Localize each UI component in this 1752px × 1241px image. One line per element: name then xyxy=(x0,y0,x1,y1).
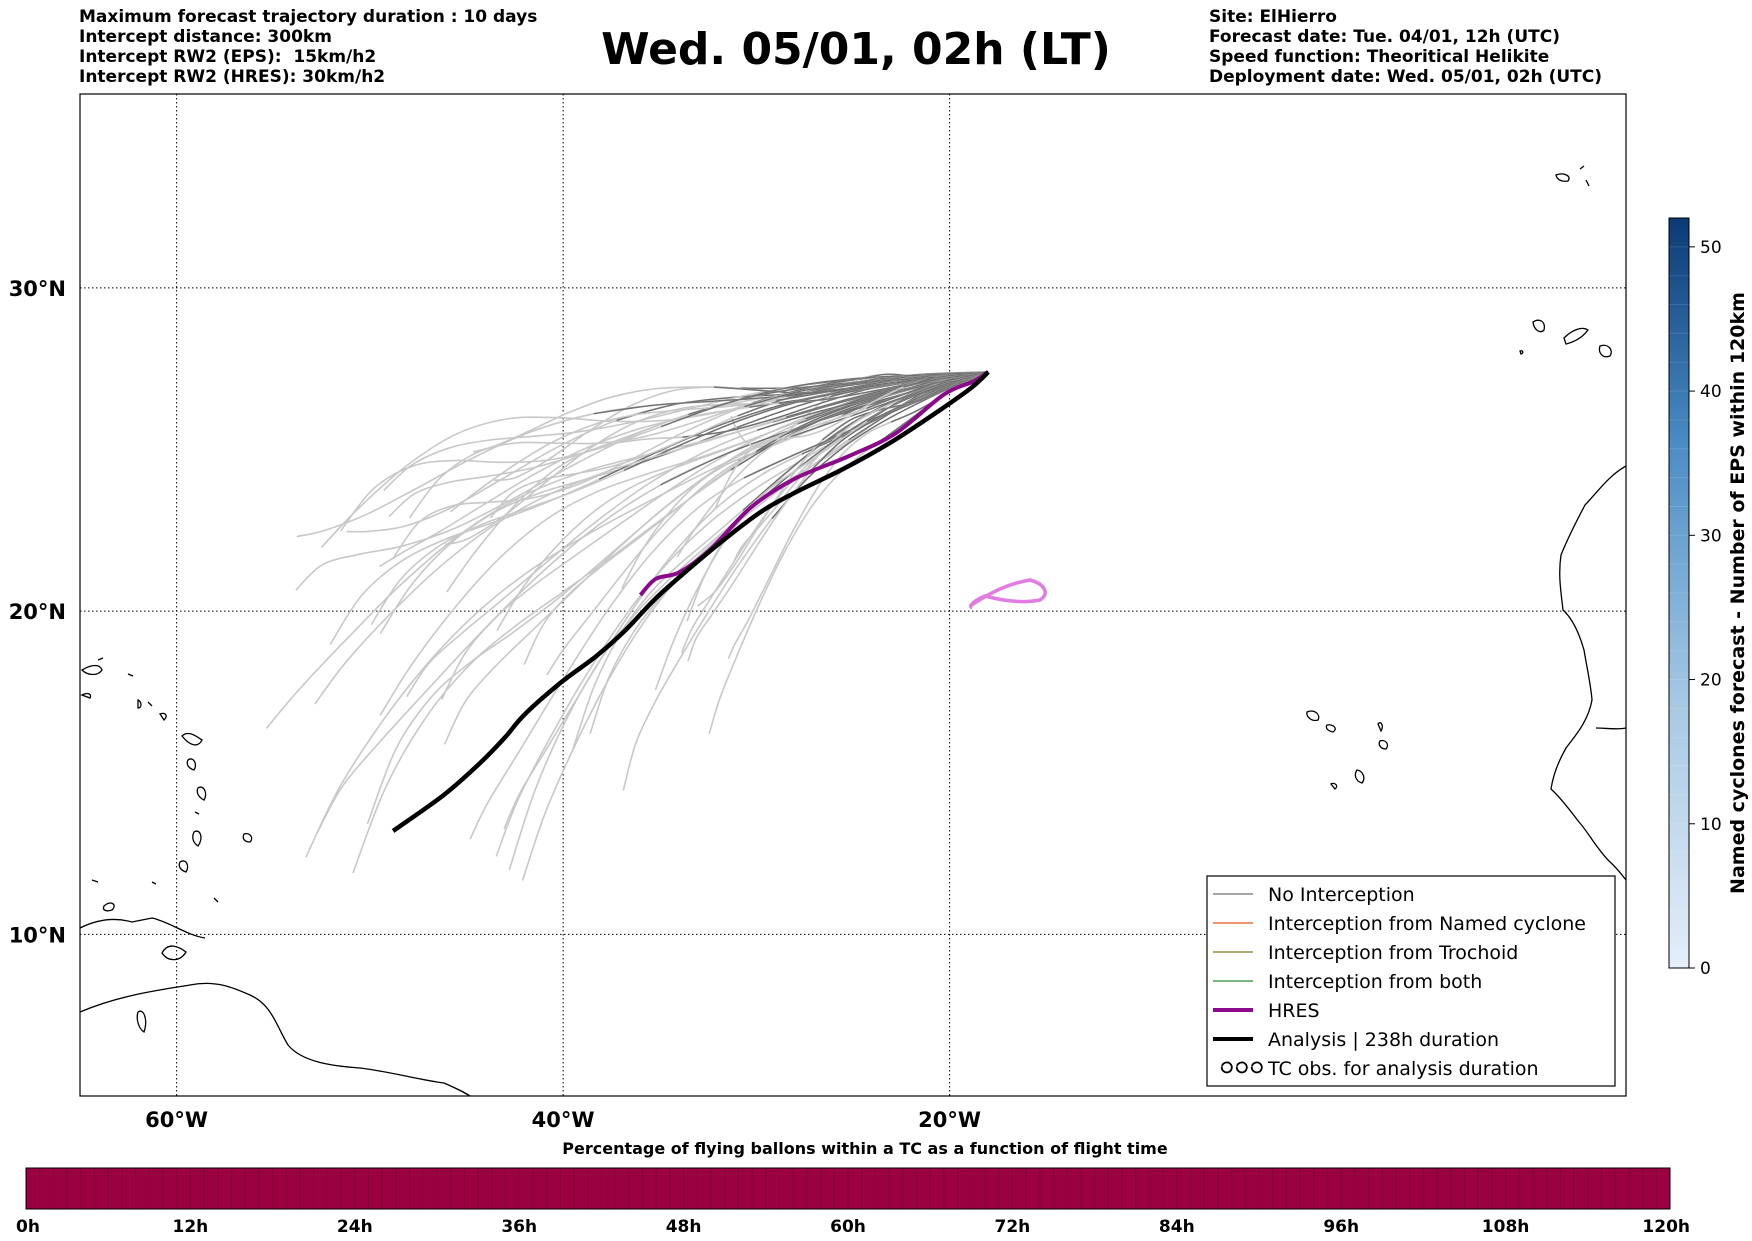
colorbar-right-gradient xyxy=(1668,217,1690,969)
colorbar-bottom-tick-label: 0h xyxy=(16,1217,40,1237)
legend-item-label: Interception from both xyxy=(1268,971,1482,993)
lat-tick-label: 30°N xyxy=(9,277,66,301)
colorbar-right-tick-label: 0 xyxy=(1700,959,1711,979)
colorbar-bottom-tick-label: 60h xyxy=(830,1217,866,1237)
legend-item-label: TC obs. for analysis duration xyxy=(1267,1058,1539,1080)
legend-item: Interception from both xyxy=(1213,971,1482,993)
colorbar-bottom-tick-label: 12h xyxy=(173,1217,209,1237)
legend-item-label: Analysis | 238h duration xyxy=(1268,1029,1499,1051)
legend-item-label: HRES xyxy=(1268,1000,1320,1022)
main-trajectories xyxy=(391,370,990,833)
page-title: Wed. 05/01, 02h (LT) xyxy=(601,24,1111,75)
legend-item: No Interception xyxy=(1213,884,1415,906)
header-info-left: Maximum forecast trajectory duration : 1… xyxy=(79,7,537,87)
lon-tick-label: 60°W xyxy=(145,1108,208,1132)
colorbar-bottom: Percentage of flying ballons within a TC… xyxy=(16,1139,1690,1237)
colorbar-bottom-ticks: 0h 12h 24h 36h 48h 60h 72h 84h 96h 108h 120h xyxy=(16,1168,1690,1237)
colorbar-right-tick-label: 10 xyxy=(1700,815,1722,835)
coastlines xyxy=(80,165,1626,1096)
colorbar-bottom-tick-label: 96h xyxy=(1323,1217,1359,1237)
colorbar-bottom-tick-label: 120h xyxy=(1642,1217,1690,1237)
legend-item: Analysis | 238h duration xyxy=(1213,1029,1499,1051)
legend-item: TC obs. for analysis duration xyxy=(1220,1058,1539,1080)
legend-item-label: No Interception xyxy=(1268,884,1415,906)
legend-item: Interception from Trochoid xyxy=(1213,942,1518,964)
legend-items: No Interception Interception from Named c… xyxy=(1213,884,1586,1080)
header-line-deployment-date: Deployment date: Wed. 05/01, 02h (UTC) xyxy=(1209,67,1603,87)
eps-track-dark xyxy=(660,371,989,428)
coastline-west-africa xyxy=(1550,465,1626,881)
hres-late-loop xyxy=(969,578,1047,610)
colorbar-bottom-tick-label: 36h xyxy=(501,1217,537,1237)
header-line-max-duration: Maximum forecast trajectory duration : 1… xyxy=(79,7,538,27)
coastline-south-america xyxy=(80,982,472,1096)
colorbar-right-tick-label: 30 xyxy=(1700,526,1722,546)
coastline-canary-islands xyxy=(1519,319,1612,358)
hres-late-track xyxy=(969,578,1047,610)
colorbar-right-label: Named cyclones forecast - Number of EPS … xyxy=(1727,292,1749,894)
header-info-right: Site: ElHierro Forecast date: Tue. 04/01… xyxy=(1209,7,1602,87)
hres-track xyxy=(638,370,990,597)
colorbar-right-tick-label: 50 xyxy=(1700,238,1722,258)
tc-symbol-icon xyxy=(1250,1061,1263,1074)
legend-box xyxy=(1206,875,1616,1087)
analysis-track xyxy=(391,370,990,833)
coastline-madeira xyxy=(1555,165,1590,187)
map-tick-labels: 60°W 40°W 20°W 30°N 20°N 10°N xyxy=(9,277,981,1132)
header-line-speed-function: Speed function: Theoritical Helikite xyxy=(1209,47,1550,67)
lat-tick-label: 20°N xyxy=(9,600,66,624)
colorbar-bottom-tick-label: 24h xyxy=(337,1217,373,1237)
colorbar-bottom-bar xyxy=(25,1167,1671,1210)
colorbar-right-tick-label: 20 xyxy=(1700,671,1722,691)
lon-tick-label: 20°W xyxy=(918,1108,981,1132)
colorbar-bottom-tick-label: 48h xyxy=(666,1217,702,1237)
lat-tick-label: 10°N xyxy=(9,923,66,947)
colorbar-bottom-tick-label: 84h xyxy=(1159,1217,1195,1237)
colorbar-right-tick-label: 40 xyxy=(1700,382,1722,402)
colorbar-right: 0 10 20 30 40 50 Named cyclones forecast - Nu… xyxy=(1668,217,1749,979)
tc-symbol-icon xyxy=(1235,1061,1248,1074)
header-line-rw2-hres: Intercept RW2 (HRES): 30km/h2 xyxy=(79,67,386,87)
tc-symbol-icon xyxy=(1220,1061,1233,1074)
coastline-venezuela-north xyxy=(80,917,206,939)
coastline-cape-verde-islands xyxy=(1306,710,1389,790)
legend: No Interception Interception from Named c… xyxy=(1206,875,1616,1087)
eps-trajectories xyxy=(265,371,989,881)
coastline-trinidad xyxy=(161,945,187,961)
header-line-site: Site: ElHierro xyxy=(1209,7,1337,27)
legend-item: Interception from Named cyclone xyxy=(1213,913,1586,935)
lon-tick-label: 40°W xyxy=(532,1108,595,1132)
legend-item-label: Interception from Named cyclone xyxy=(1268,913,1586,935)
header-line-rw2-eps: Intercept RW2 (EPS): 15km/h2 xyxy=(79,47,377,67)
eps-track-dark xyxy=(903,371,989,388)
map-frame xyxy=(79,93,1627,1097)
colorbar-right-ticks: 0 10 20 30 40 50 xyxy=(1669,238,1722,979)
eps-track-dark xyxy=(757,371,989,431)
colorbar-bottom-title: Percentage of flying ballons within a TC… xyxy=(562,1139,1168,1158)
colorbar-bottom-tick-label: 108h xyxy=(1482,1217,1530,1237)
legend-item: HRES xyxy=(1213,1000,1320,1022)
legend-item-label: Interception from Trochoid xyxy=(1268,942,1518,964)
header-line-intercept-distance: Intercept distance: 300km xyxy=(79,27,332,47)
eps-track-dark xyxy=(785,371,989,418)
coastline-lesser-antilles xyxy=(80,657,253,1034)
colorbar-bottom-tick-label: 72h xyxy=(995,1217,1031,1237)
coastline-cabo-blanco xyxy=(1595,727,1626,730)
header-line-forecast-date: Forecast date: Tue. 04/01, 12h (UTC) xyxy=(1209,27,1560,47)
